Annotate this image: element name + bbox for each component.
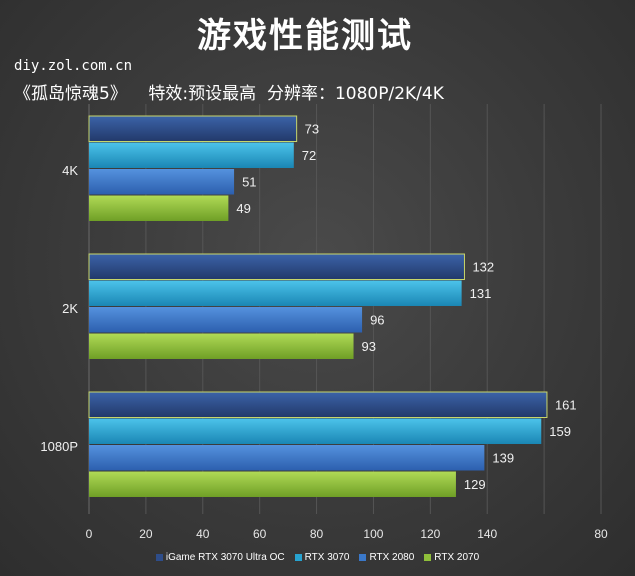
data-label: 49 bbox=[236, 201, 250, 216]
data-label: 51 bbox=[242, 174, 256, 189]
x-tick-label: 60 bbox=[253, 527, 267, 541]
legend-swatch bbox=[155, 554, 163, 561]
source-label: diy.zol.com.cn bbox=[14, 58, 133, 74]
chart-subtitle: 《孤岛惊魂5》 特效:预设最高 分辨率：1080P/2K/4K bbox=[14, 84, 444, 104]
bar bbox=[89, 142, 294, 168]
bar bbox=[89, 195, 229, 221]
x-tick-label: 40 bbox=[196, 527, 210, 541]
legend-swatch bbox=[294, 554, 302, 561]
legend-label: RTX 2070 bbox=[434, 552, 480, 563]
bar bbox=[89, 307, 363, 333]
legend-swatch bbox=[359, 554, 367, 561]
data-label: 161 bbox=[555, 397, 577, 412]
x-tick-label: 120 bbox=[420, 527, 440, 541]
legend-item: iGame RTX 3070 Ultra OC bbox=[155, 552, 285, 563]
legend-label: RTX 2080 bbox=[369, 552, 415, 563]
bar bbox=[89, 169, 235, 195]
chart-legend: iGame RTX 3070 Ultra OC RTX 3070 RTX 2080 R… bbox=[0, 552, 635, 563]
legend-label: iGame RTX 3070 Ultra OC bbox=[165, 552, 285, 563]
category-label: 2K bbox=[62, 301, 78, 316]
x-tick-label: 80 bbox=[310, 527, 324, 541]
legend-label: RTX 3070 bbox=[304, 552, 350, 563]
data-label: 139 bbox=[492, 450, 514, 465]
x-tick-label: 20 bbox=[139, 527, 153, 541]
x-tick-label: 100 bbox=[363, 527, 383, 541]
legend-item: RTX 2070 bbox=[424, 552, 479, 563]
legend-item: RTX 2080 bbox=[359, 552, 414, 563]
bar bbox=[89, 471, 456, 497]
category-label: 4K bbox=[62, 163, 78, 178]
data-label: 93 bbox=[362, 339, 376, 354]
x-tick-label: 0 bbox=[86, 527, 93, 541]
bar bbox=[89, 445, 485, 471]
data-label: 159 bbox=[549, 424, 571, 439]
category-label: 1080P bbox=[40, 439, 78, 454]
bar bbox=[88, 253, 465, 280]
x-tick-label: 140 bbox=[477, 527, 497, 541]
data-label: 96 bbox=[370, 312, 384, 327]
legend-swatch bbox=[424, 554, 432, 561]
bar bbox=[89, 418, 542, 444]
data-label: 73 bbox=[305, 121, 319, 136]
chart-title: 游戏性能测试 bbox=[197, 16, 413, 56]
bar bbox=[88, 115, 298, 142]
legend-item: RTX 3070 bbox=[294, 552, 350, 563]
bar bbox=[89, 280, 462, 306]
bar bbox=[88, 391, 548, 418]
data-label: 129 bbox=[464, 477, 486, 492]
data-label: 132 bbox=[472, 259, 494, 274]
x-tick-label: 80 bbox=[594, 527, 608, 541]
data-label: 72 bbox=[302, 148, 316, 163]
data-label: 131 bbox=[470, 286, 492, 301]
bar bbox=[89, 333, 354, 359]
